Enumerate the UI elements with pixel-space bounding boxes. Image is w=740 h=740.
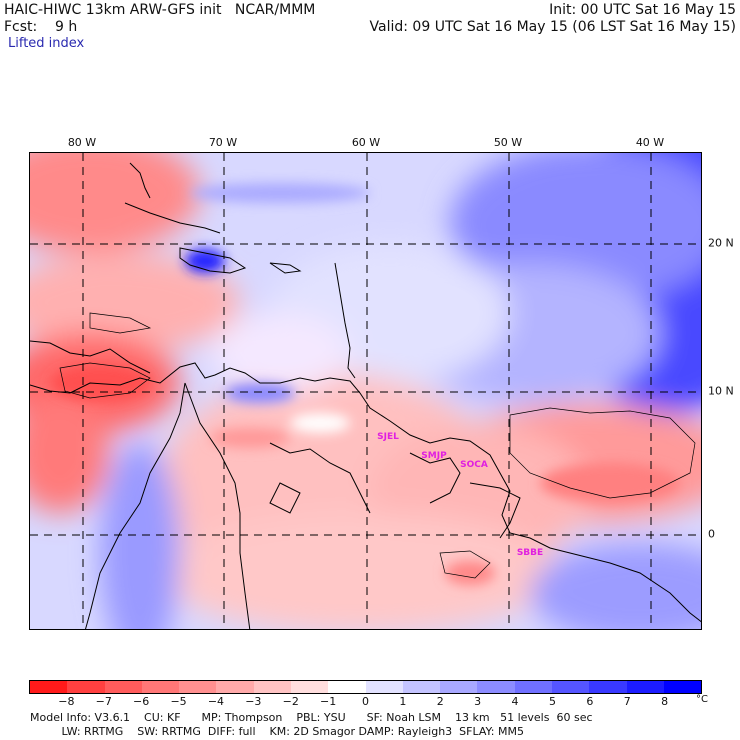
colorbar-tick-label: 1 [399, 695, 407, 708]
model-title: HAIC-HIWC 13km ARW-GFS init NCAR/MMM [4, 2, 316, 18]
station-sbbe: SBBE [516, 548, 544, 558]
colorbar-segment [141, 681, 180, 693]
colorbar-segment [30, 681, 68, 693]
lon-label-70w: 70 W [208, 136, 238, 149]
colorbar-segment [477, 681, 515, 693]
colorbar-tick-label: 0 [362, 695, 369, 708]
model-info-line1: Model Info: V3.6.1 CU: KF MP: Thompson P… [30, 711, 593, 724]
colorbar-tick-label: 3 [474, 695, 482, 708]
colorbar-tick-label: 6 [586, 695, 594, 708]
lat-label-10n: 10 N [708, 384, 734, 398]
shading-field [30, 153, 701, 629]
colorbar-tick-label: 5 [548, 695, 556, 708]
colorbar-segment [589, 681, 627, 693]
graticule [30, 153, 701, 629]
colorbar-segment [402, 681, 441, 693]
coastlines [30, 162, 701, 629]
colorbar-tick-label: −8 [58, 695, 75, 708]
station-sjel: SJEL [377, 432, 399, 442]
colorbar-segment [104, 681, 142, 693]
forecast-hour: Fcst: 9 h [4, 19, 78, 35]
lon-label-60w: 60 W [351, 136, 381, 149]
colorbar-tick-label: 7 [623, 695, 631, 708]
colorbar-tick-label: −7 [95, 695, 112, 708]
contours [59, 312, 696, 579]
map-canvas [30, 153, 701, 629]
colorbar-tick-label: −5 [170, 695, 187, 708]
colorbar-unit: °C [696, 694, 708, 705]
lifted-index-map [29, 152, 702, 630]
colorbar-segment [514, 681, 552, 693]
colorbar-segment [626, 681, 664, 693]
colorbar-segment [440, 681, 478, 693]
colorbar-segment [253, 681, 291, 693]
colorbar-segment [67, 681, 105, 693]
lat-label-20n: 20 N [708, 236, 734, 250]
colorbar-tick-label: −3 [245, 695, 262, 708]
colorbar-tick-label: 8 [661, 695, 669, 708]
colorbar-tick-label: 2 [436, 695, 444, 708]
lat-label-0: 0 [708, 527, 715, 541]
colorbar-segment [290, 681, 329, 693]
colorbar-segment [328, 681, 366, 693]
lon-label-50w: 50 W [493, 136, 523, 149]
colorbar-tick-label: −2 [282, 695, 299, 708]
field-name: Lifted index [8, 36, 85, 51]
colorbar-segment [365, 681, 403, 693]
station-soca: SOCA [460, 460, 488, 470]
colorbar-tick-label: −6 [133, 695, 150, 708]
lon-label-40w: 40 W [635, 136, 665, 149]
init-time: Init: 00 UTC Sat 16 May 15 [549, 2, 736, 18]
station-smjp: SMJP [421, 451, 447, 461]
lon-label-80w: 80 W [67, 136, 97, 149]
valid-time: Valid: 09 UTC Sat 16 May 15 (06 LST Sat … [369, 19, 736, 35]
colorbar-segment [551, 681, 590, 693]
colorbar-tick-label: −4 [207, 695, 225, 708]
colorbar-segment [663, 681, 702, 693]
colorbar-segment [179, 681, 217, 693]
colorbar-tick-label: 4 [511, 695, 519, 708]
colorbar-tick-label: −1 [320, 695, 337, 708]
colorbar-segment [216, 681, 254, 693]
colorbar [29, 680, 702, 694]
model-info-line2: LW: RRTMG SW: RRTMG DIFF: full KM: 2D Sm… [30, 725, 524, 738]
